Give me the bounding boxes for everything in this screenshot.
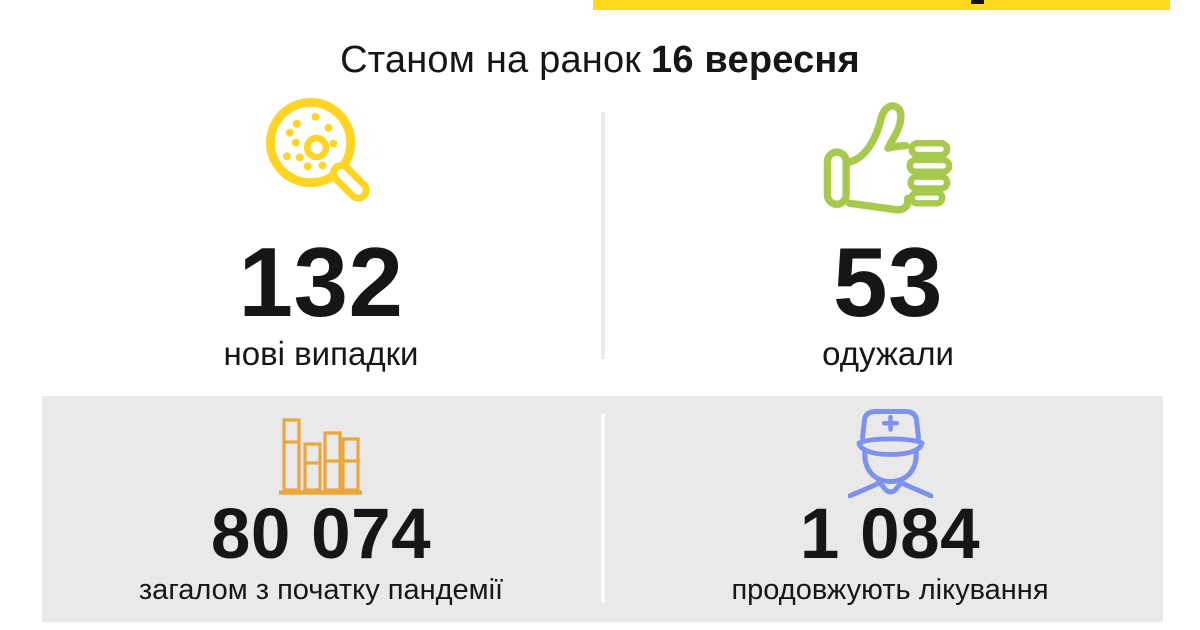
stat-total: 80 074 загалом з початку пандемії xyxy=(40,396,602,608)
stat-label: продовжують лікування xyxy=(731,574,1049,606)
stat-value: 1 084 xyxy=(799,495,981,574)
stat-value: 53 xyxy=(832,227,943,337)
stat-label: загалом з початку пандемії xyxy=(138,574,504,606)
brand-top-bar xyxy=(593,0,1170,10)
stat-label: нові випадки xyxy=(223,335,419,372)
vertical-divider-bottom xyxy=(601,414,605,603)
cropped-text-mark xyxy=(971,0,984,4)
stat-icon-box xyxy=(265,95,377,221)
stat-new-cases: 132 нові випадки xyxy=(20,95,622,373)
stat-label: одужали xyxy=(822,335,954,372)
stat-icon-box xyxy=(40,396,602,497)
page-title: Станом на ранок 16 вересня xyxy=(0,38,1200,82)
stat-value: 132 xyxy=(238,227,404,337)
virus-magnifier-icon xyxy=(265,98,370,202)
stat-recovered: 53 одужали xyxy=(605,95,1171,373)
vertical-divider-top xyxy=(601,112,605,359)
stat-value: 80 074 xyxy=(210,495,432,574)
stat-icon-box xyxy=(823,95,953,221)
bar-chart-icon xyxy=(279,418,362,495)
doctor-icon xyxy=(847,409,933,498)
stat-in-treatment: 1 084 продовжують лікування xyxy=(607,396,1173,608)
title-date: 16 вересня xyxy=(651,39,860,81)
stat-icon-box xyxy=(607,396,1173,498)
title-prefix: Станом на ранок xyxy=(340,39,642,81)
thumbs-up-icon xyxy=(823,102,953,214)
